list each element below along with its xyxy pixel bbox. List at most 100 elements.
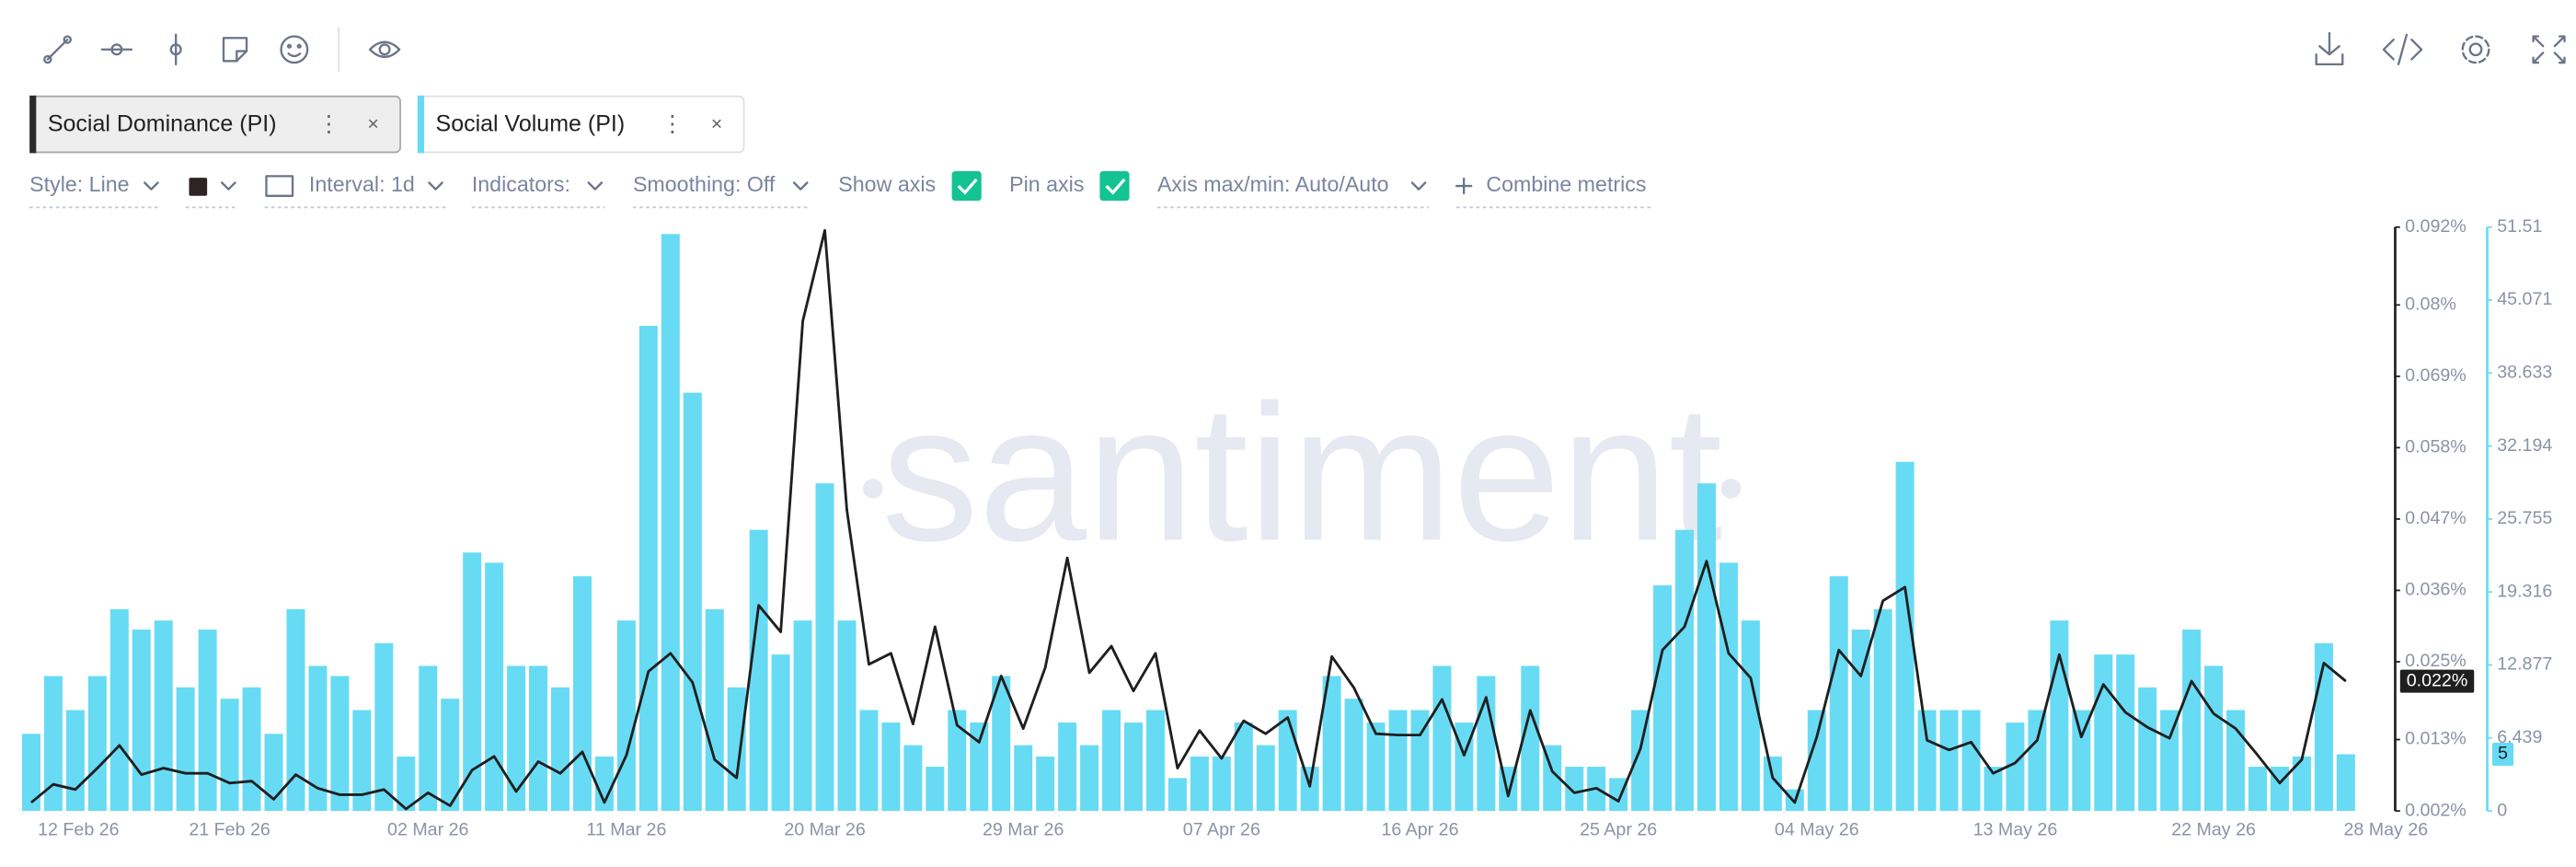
x-tick-label: 02 Mar 26 [387, 820, 469, 840]
watermark-dot [863, 479, 883, 499]
combine-metrics-button[interactable]: Combine metrics [1486, 172, 1646, 196]
show-axis-checkbox[interactable] [951, 170, 982, 202]
bar [1851, 630, 1870, 812]
y2-tick-label: 0 [2497, 800, 2507, 820]
embed-button[interactable] [2382, 33, 2423, 66]
settings-button[interactable] [2461, 35, 2490, 64]
bar [463, 552, 482, 812]
x-tick-label: 20 Mar 26 [784, 820, 866, 840]
bar [507, 665, 526, 812]
watermark-dot [1720, 479, 1742, 499]
drawing-tools [43, 27, 401, 73]
last-value-label: 0.022% [2407, 670, 2468, 690]
interval-select[interactable]: Interval: 1d [309, 172, 415, 196]
last-value-label: 5 [2498, 744, 2508, 764]
bar [683, 392, 702, 812]
bar [330, 676, 350, 812]
bar [65, 710, 85, 812]
plot: 0.002% 0.013% 0.025% 0.036% 0.047% 0.058% 0.06… [21, 216, 2552, 840]
bar [1234, 722, 1253, 812]
bar [2182, 630, 2202, 812]
indicators-select[interactable]: Indicators: [472, 172, 570, 196]
last-value-badge [2399, 669, 2475, 693]
y2-tick-label: 51.51 [2497, 216, 2542, 237]
x-tick-label: 13 May 26 [1973, 820, 2058, 840]
bar [1388, 710, 1408, 812]
y2-tick-label: 38.633 [2497, 363, 2552, 383]
bar [1212, 756, 1231, 812]
y2-tick-label: 12.877 [2497, 654, 2552, 675]
x-tick-label: 04 May 26 [1775, 820, 1859, 840]
bar [594, 756, 614, 812]
last-value-badge [2491, 743, 2514, 767]
pin-axis-label: Pin axis [1009, 172, 1084, 196]
bar [198, 630, 217, 812]
chevron [144, 181, 159, 191]
tab-menu[interactable]: ⋮ [661, 111, 684, 137]
tab-menu[interactable]: ⋮ [317, 111, 340, 137]
bar [132, 630, 151, 812]
tab-close[interactable]: × [367, 113, 379, 135]
vertical-tool[interactable] [169, 33, 182, 66]
visibility-tool[interactable] [368, 40, 401, 58]
note-tool[interactable] [222, 37, 248, 63]
ray-tool[interactable] [100, 43, 133, 56]
y2-tick-label: 19.316 [2497, 581, 2552, 601]
axis-minmax-select[interactable]: Axis max/min: Auto/Auto [1157, 172, 1389, 196]
bar [2138, 687, 2157, 812]
bar [1653, 585, 1673, 812]
bar [1631, 710, 1650, 812]
bar [881, 722, 901, 812]
bar [1014, 745, 1033, 812]
bar [1829, 576, 1848, 812]
plus-icon [1455, 177, 1473, 195]
tab-label: Social Dominance (PI) [48, 111, 277, 137]
bar [948, 710, 967, 812]
x-tick-label: 11 Mar 26 [586, 820, 666, 840]
metric-tab[interactable]: Social Dominance (PI) ⋮ × [29, 95, 401, 154]
tab-color [417, 95, 425, 154]
bar [1741, 620, 1760, 812]
bar [2248, 767, 2268, 812]
bar [1190, 756, 1209, 812]
interval-icon [265, 175, 294, 197]
bar [1719, 562, 1738, 812]
chart-actions [2315, 31, 2566, 66]
bar [21, 734, 40, 812]
line [30, 228, 2347, 811]
y-tick-label: 0.092% [2405, 216, 2467, 237]
emoji-tool[interactable] [280, 35, 309, 64]
bar [308, 665, 328, 812]
bar [1366, 722, 1386, 812]
y2-tick-label: 25.755 [2497, 508, 2552, 528]
download-button[interactable] [2315, 31, 2344, 66]
smoothing-select[interactable]: Smoothing: Off [633, 172, 776, 196]
bar [43, 676, 63, 812]
fullscreen-button[interactable] [2532, 35, 2566, 64]
y-tick-label: 0.036% [2405, 580, 2467, 600]
bar [1278, 710, 1297, 812]
metric-tab[interactable]: Social Volume (PI) ⋮ × [417, 95, 745, 154]
bar [1873, 608, 1892, 812]
bar [572, 576, 592, 812]
checkmark [1105, 178, 1126, 195]
bar [1917, 710, 1937, 812]
bar [1058, 722, 1077, 812]
bar [926, 767, 945, 812]
bar [727, 687, 746, 812]
tab-close[interactable]: × [711, 113, 723, 135]
bar [1609, 778, 1628, 812]
bar [2050, 620, 2069, 812]
pin-axis-checkbox[interactable] [1099, 170, 1130, 202]
color-select[interactable] [189, 178, 208, 196]
x-tick-label: 12 Feb 26 [38, 820, 120, 840]
bar [815, 483, 834, 812]
chevron [792, 181, 809, 191]
bar [705, 608, 724, 812]
bar [154, 620, 173, 812]
chevron [587, 181, 604, 191]
bar [419, 665, 438, 812]
style-select[interactable]: Style: Line [29, 172, 129, 196]
line-tool[interactable] [43, 35, 72, 64]
checkmark [957, 178, 978, 195]
